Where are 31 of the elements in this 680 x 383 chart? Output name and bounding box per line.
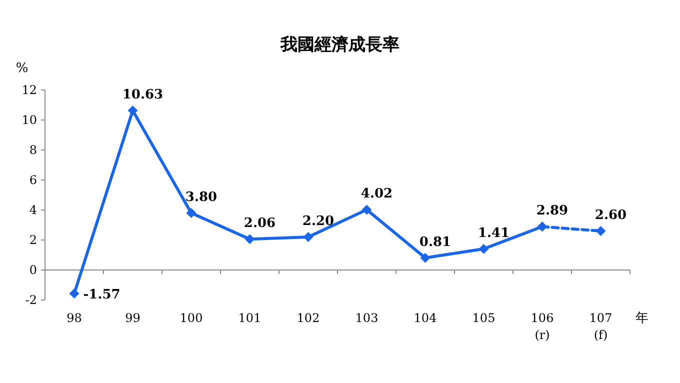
x-tick-label: 105 (472, 311, 496, 325)
data-label: -1.57 (83, 288, 120, 303)
data-label: 0.81 (419, 234, 452, 250)
y-tick-label: 2 (29, 233, 37, 247)
x-tick-label: 103 (355, 311, 378, 325)
data-label: 2.06 (244, 216, 276, 232)
data-label: 4.02 (360, 186, 393, 202)
x-tick-label: 100 (180, 311, 203, 325)
x-axis-title: 年 (636, 311, 648, 326)
data-label: 3.80 (185, 190, 218, 205)
data-label: 2.20 (302, 214, 334, 229)
data-label: 10.63 (122, 88, 164, 103)
y-tick-label: 4 (29, 203, 38, 217)
data-label: 1.41 (478, 226, 510, 241)
chart-title: 我國經濟成長率 (280, 35, 400, 55)
x-tick-label: 98 (66, 311, 82, 325)
y-tick-label: -2 (25, 293, 37, 307)
y-tick-label: 8 (29, 143, 37, 157)
data-label: 2.89 (536, 204, 568, 219)
y-tick-label: 0 (29, 263, 37, 277)
x-tick-label: 107 (f) (589, 311, 612, 342)
y-tick-label: 6 (29, 173, 37, 187)
y-tick-label: 10 (22, 113, 37, 127)
data-label: 2.60 (594, 208, 627, 223)
x-tick-label: 106 (r) (530, 311, 554, 342)
x-tick-label: 99 (125, 311, 140, 325)
x-tick-label: 102 (296, 311, 320, 325)
y-tick-label: 12 (22, 83, 37, 97)
y-axis-title: % (16, 61, 28, 76)
x-tick-label: 104 (414, 311, 438, 325)
x-tick-label: 101 (238, 311, 262, 325)
